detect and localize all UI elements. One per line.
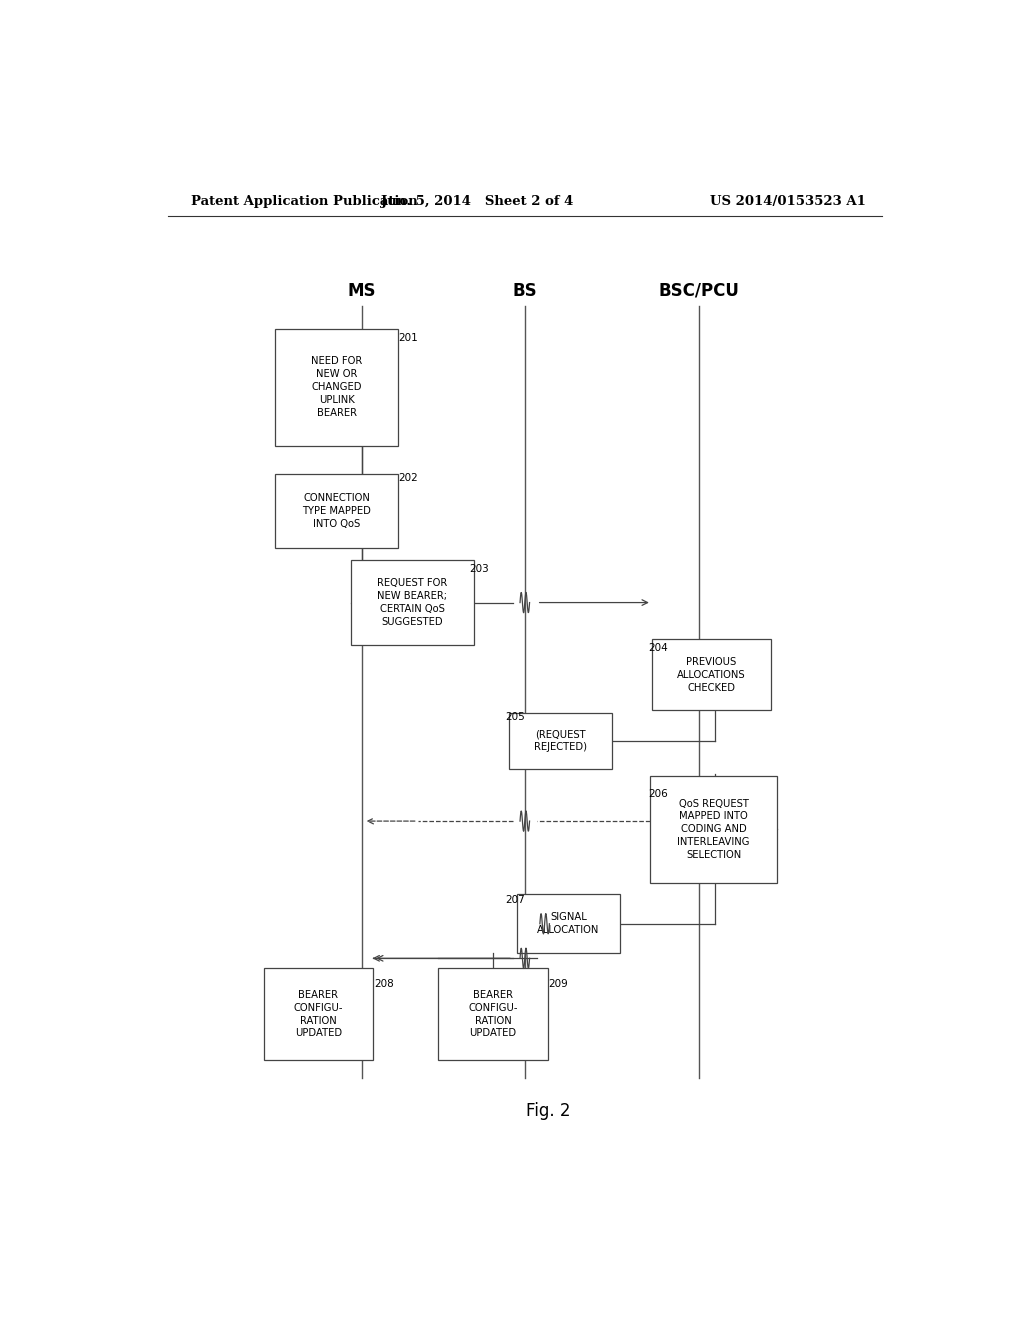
Text: BEARER
CONFIGU-
RATION
UPDATED: BEARER CONFIGU- RATION UPDATED bbox=[468, 990, 518, 1039]
FancyBboxPatch shape bbox=[517, 894, 621, 953]
Text: 204: 204 bbox=[648, 643, 668, 653]
Text: 209: 209 bbox=[549, 978, 568, 989]
Text: (REQUEST
REJECTED): (REQUEST REJECTED) bbox=[534, 730, 587, 752]
Text: 208: 208 bbox=[374, 978, 394, 989]
Text: MS: MS bbox=[348, 281, 377, 300]
Text: PREVIOUS
ALLOCATIONS
CHECKED: PREVIOUS ALLOCATIONS CHECKED bbox=[677, 657, 745, 693]
FancyBboxPatch shape bbox=[438, 969, 548, 1060]
FancyBboxPatch shape bbox=[264, 969, 373, 1060]
Text: CONNECTION
TYPE MAPPED
INTO QoS: CONNECTION TYPE MAPPED INTO QoS bbox=[302, 494, 371, 529]
Text: Fig. 2: Fig. 2 bbox=[526, 1102, 570, 1119]
Text: BSC/PCU: BSC/PCU bbox=[659, 281, 739, 300]
Text: 205: 205 bbox=[505, 713, 524, 722]
Text: 207: 207 bbox=[505, 895, 524, 906]
Text: US 2014/0153523 A1: US 2014/0153523 A1 bbox=[711, 194, 866, 207]
Text: QoS REQUEST
MAPPED INTO
CODING AND
INTERLEAVING
SELECTION: QoS REQUEST MAPPED INTO CODING AND INTER… bbox=[678, 799, 750, 859]
FancyBboxPatch shape bbox=[650, 776, 777, 883]
FancyBboxPatch shape bbox=[350, 561, 474, 644]
Text: BS: BS bbox=[512, 281, 538, 300]
FancyBboxPatch shape bbox=[509, 713, 612, 768]
FancyBboxPatch shape bbox=[275, 474, 398, 548]
FancyBboxPatch shape bbox=[275, 329, 398, 446]
Text: 206: 206 bbox=[648, 788, 668, 799]
Text: 201: 201 bbox=[397, 334, 418, 343]
Text: REQUEST FOR
NEW BEARER;
CERTAIN QoS
SUGGESTED: REQUEST FOR NEW BEARER; CERTAIN QoS SUGG… bbox=[377, 578, 447, 627]
Text: Patent Application Publication: Patent Application Publication bbox=[191, 194, 418, 207]
Text: NEED FOR
NEW OR
CHANGED
UPLINK
BEARER: NEED FOR NEW OR CHANGED UPLINK BEARER bbox=[311, 356, 362, 417]
Text: 203: 203 bbox=[469, 564, 489, 574]
Text: 202: 202 bbox=[397, 473, 418, 483]
Text: SIGNAL
ALLOCATION: SIGNAL ALLOCATION bbox=[538, 912, 600, 935]
Text: BEARER
CONFIGU-
RATION
UPDATED: BEARER CONFIGU- RATION UPDATED bbox=[294, 990, 343, 1039]
Text: Jun. 5, 2014   Sheet 2 of 4: Jun. 5, 2014 Sheet 2 of 4 bbox=[381, 194, 573, 207]
FancyBboxPatch shape bbox=[652, 639, 771, 710]
